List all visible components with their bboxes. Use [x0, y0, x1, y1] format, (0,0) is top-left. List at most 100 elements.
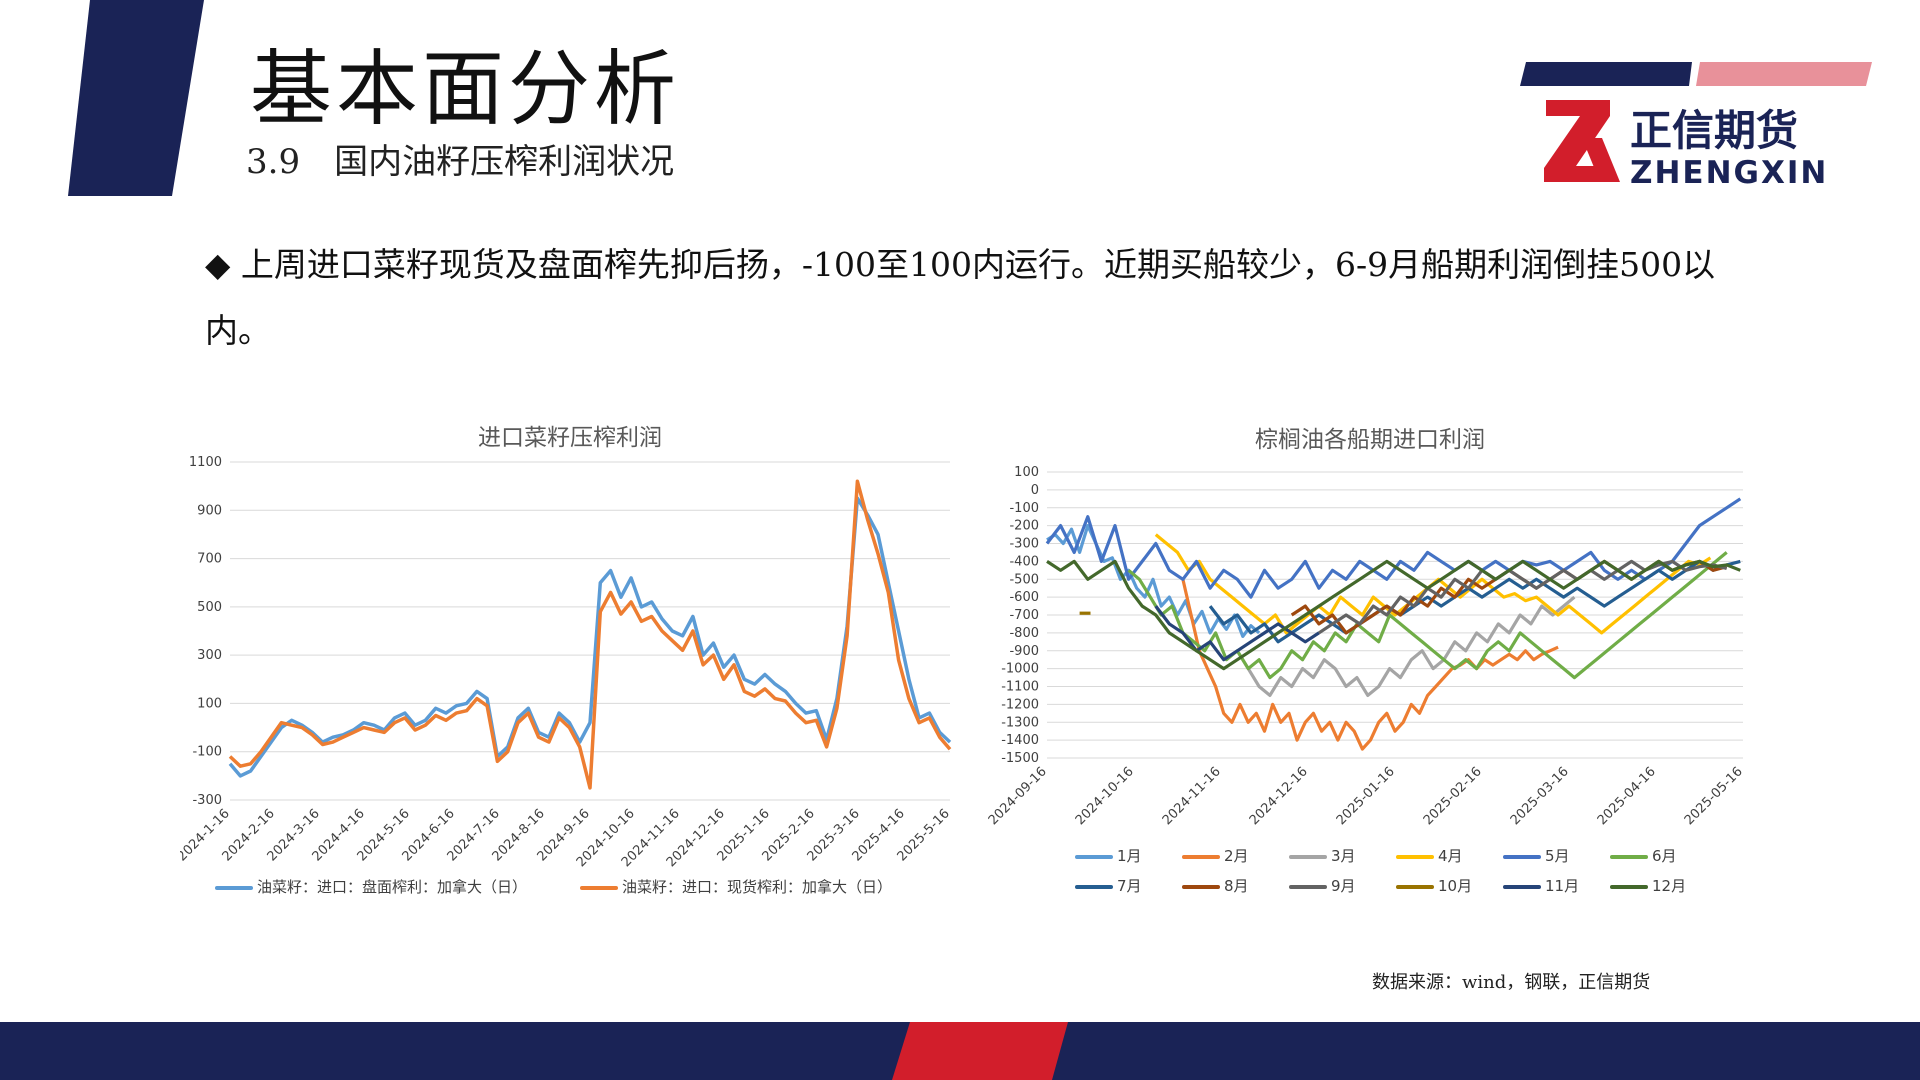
legend-item: 6月: [1610, 845, 1677, 866]
legend-swatch: [1289, 854, 1327, 859]
series-line-7: [1208, 559, 1741, 644]
legend-item: 12月: [1610, 875, 1686, 896]
series-line-9: [1318, 559, 1728, 635]
legend-swatch: [215, 885, 253, 890]
logo-cn-text: 正信期货: [1630, 106, 1798, 155]
legend-swatch: [1075, 854, 1113, 859]
y-tick-label: -600: [1009, 590, 1039, 605]
legend-label: 5月: [1545, 847, 1570, 865]
y-tick-label: -900: [1009, 644, 1039, 659]
page-title: 基本面分析: [250, 42, 681, 137]
logo-en-text: ZHENGXIN: [1630, 155, 1828, 188]
y-tick-label: 100: [1014, 465, 1039, 480]
legend-label: 10月: [1438, 877, 1473, 895]
y-tick-label: 900: [197, 503, 222, 518]
legend-swatch: [1610, 854, 1648, 859]
legend-item: 10月: [1396, 875, 1472, 896]
legend-swatch: [580, 885, 618, 890]
x-tick-label: 2024-12-16: [1247, 764, 1311, 828]
y-tick-label: -400: [1009, 554, 1039, 569]
legend-label: 8月: [1224, 877, 1249, 895]
legend-item: 4月: [1396, 845, 1463, 866]
legend-label: 油菜籽：进口：盘面榨利：加拿大（日）: [257, 878, 528, 896]
legend-item: 5月: [1503, 845, 1570, 866]
y-tick-label: -500: [1009, 572, 1039, 587]
y-tick-label: -700: [1009, 608, 1039, 623]
y-tick-label: -1100: [1001, 680, 1039, 695]
series-line-2: [228, 479, 952, 790]
x-tick-label: 2025-04-16: [1595, 764, 1659, 828]
y-tick-label: 100: [197, 696, 222, 711]
chart2-palm-oil-import-margin: 100 0 -100 -200 -300 -400 -500 -600 -700 -800 -900…: [986, 465, 1745, 828]
bullet-text: 上周进口菜籽现货及盘面榨先抑后扬，-100至100内运行。近期买船较少，6-9月…: [205, 245, 1716, 350]
legend-swatch: [1182, 884, 1220, 889]
legend-swatch: [1075, 884, 1113, 889]
y-tick-label: -1400: [1001, 733, 1039, 748]
header-decoration: [68, 0, 204, 196]
series-line-1: [1046, 524, 1261, 638]
y-tick-label: -800: [1009, 626, 1039, 641]
y-tick-label: 1100: [189, 455, 222, 470]
y-tick-label: -1300: [1001, 715, 1039, 730]
legend-item: 7月: [1075, 875, 1142, 896]
y-tick-label: -1500: [1001, 751, 1039, 766]
legend-label: 3月: [1331, 847, 1356, 865]
series-line-12: [1046, 559, 1741, 671]
data-source: 数据来源：wind，钢联，正信期货: [1372, 972, 1651, 993]
chart1-legend: 油菜籽：进口：盘面榨利：加拿大（日） 油菜籽：进口：现货榨利：加拿大（日）: [215, 876, 995, 898]
series-line-11: [1154, 605, 1320, 662]
series-line-2: [1181, 578, 1559, 751]
legend-label: 2月: [1224, 847, 1249, 865]
footer-bar: [0, 1022, 1920, 1080]
y-tick-label: 0: [1031, 483, 1039, 498]
legend-item: 1月: [1075, 845, 1142, 866]
legend-label: 4月: [1438, 847, 1463, 865]
y-tick-label: -100: [1009, 501, 1039, 516]
legend-item: 11月: [1503, 875, 1579, 896]
x-tick-label: 2024-09-16: [986, 764, 1050, 828]
bullet-mark: ◆: [205, 245, 231, 284]
legend-swatch: [1396, 884, 1434, 889]
legend-label: 1月: [1117, 847, 1142, 865]
legend-label: 9月: [1331, 877, 1356, 895]
x-tick-label: 2025-01-16: [1334, 764, 1398, 828]
series-line-1: [228, 496, 952, 778]
y-tick-label: -300: [192, 793, 222, 808]
chart2-title: 棕榈油各船期进口利润: [1255, 427, 1485, 453]
y-tick-label: -100: [192, 745, 222, 760]
legend-item: 油菜籽：进口：盘面榨利：加拿大（日）: [215, 876, 527, 897]
series-line-3: [1235, 595, 1576, 697]
x-tick-label: 2025-05-16: [1682, 764, 1745, 828]
legend-swatch: [1503, 884, 1541, 889]
y-tick-label: -1000: [1001, 662, 1039, 677]
x-tick-label: 2025-02-16: [1421, 764, 1485, 828]
legend-swatch: [1289, 884, 1327, 889]
legend-label: 12月: [1652, 877, 1687, 895]
y-tick-label: -1200: [1001, 697, 1039, 712]
legend-item: 8月: [1182, 875, 1249, 896]
chart1-title: 进口菜籽压榨利润: [478, 425, 662, 451]
y-tick-label: -300: [1009, 537, 1039, 552]
page-subtitle: 3.9 国内油籽压榨利润状况: [246, 142, 675, 182]
zhengxin-logo: 正信期货 ZHENGXIN: [1520, 62, 1872, 188]
legend-label: 6月: [1652, 847, 1677, 865]
y-tick-label: 300: [197, 648, 222, 663]
legend-label: 11月: [1545, 877, 1580, 895]
legend-item: 油菜籽：进口：现货榨利：加拿大（日）: [580, 876, 892, 897]
x-tick-label: 2024-10-16: [1073, 764, 1137, 828]
legend-item: 9月: [1289, 875, 1356, 896]
y-tick-label: 700: [197, 552, 222, 567]
legend-swatch: [1503, 854, 1541, 859]
y-tick-label: -200: [1009, 519, 1039, 534]
x-tick-label: 2024-11-16: [1160, 764, 1224, 828]
legend-label: 7月: [1117, 877, 1142, 895]
legend-item: 2月: [1182, 845, 1249, 866]
legend-item: 3月: [1289, 845, 1356, 866]
legend-swatch: [1182, 854, 1220, 859]
summary-bullet: ◆ 上周进口菜籽现货及盘面榨先抑后扬，-100至100内运行。近期买船较少，6-…: [205, 232, 1765, 364]
legend-swatch: [1610, 884, 1648, 889]
chart2-legend: 1月 2月 3月 4月 5月 6月 7月 8月 9月 10月 11月 12月: [1075, 845, 1686, 905]
legend-label: 油菜籽：进口：现货榨利：加拿大（日）: [622, 878, 893, 896]
chart1-rapeseed-crush-margin: -300-10010030050070090011002024-1-162024…: [180, 455, 953, 870]
x-tick-label: 2025-03-16: [1508, 764, 1572, 828]
